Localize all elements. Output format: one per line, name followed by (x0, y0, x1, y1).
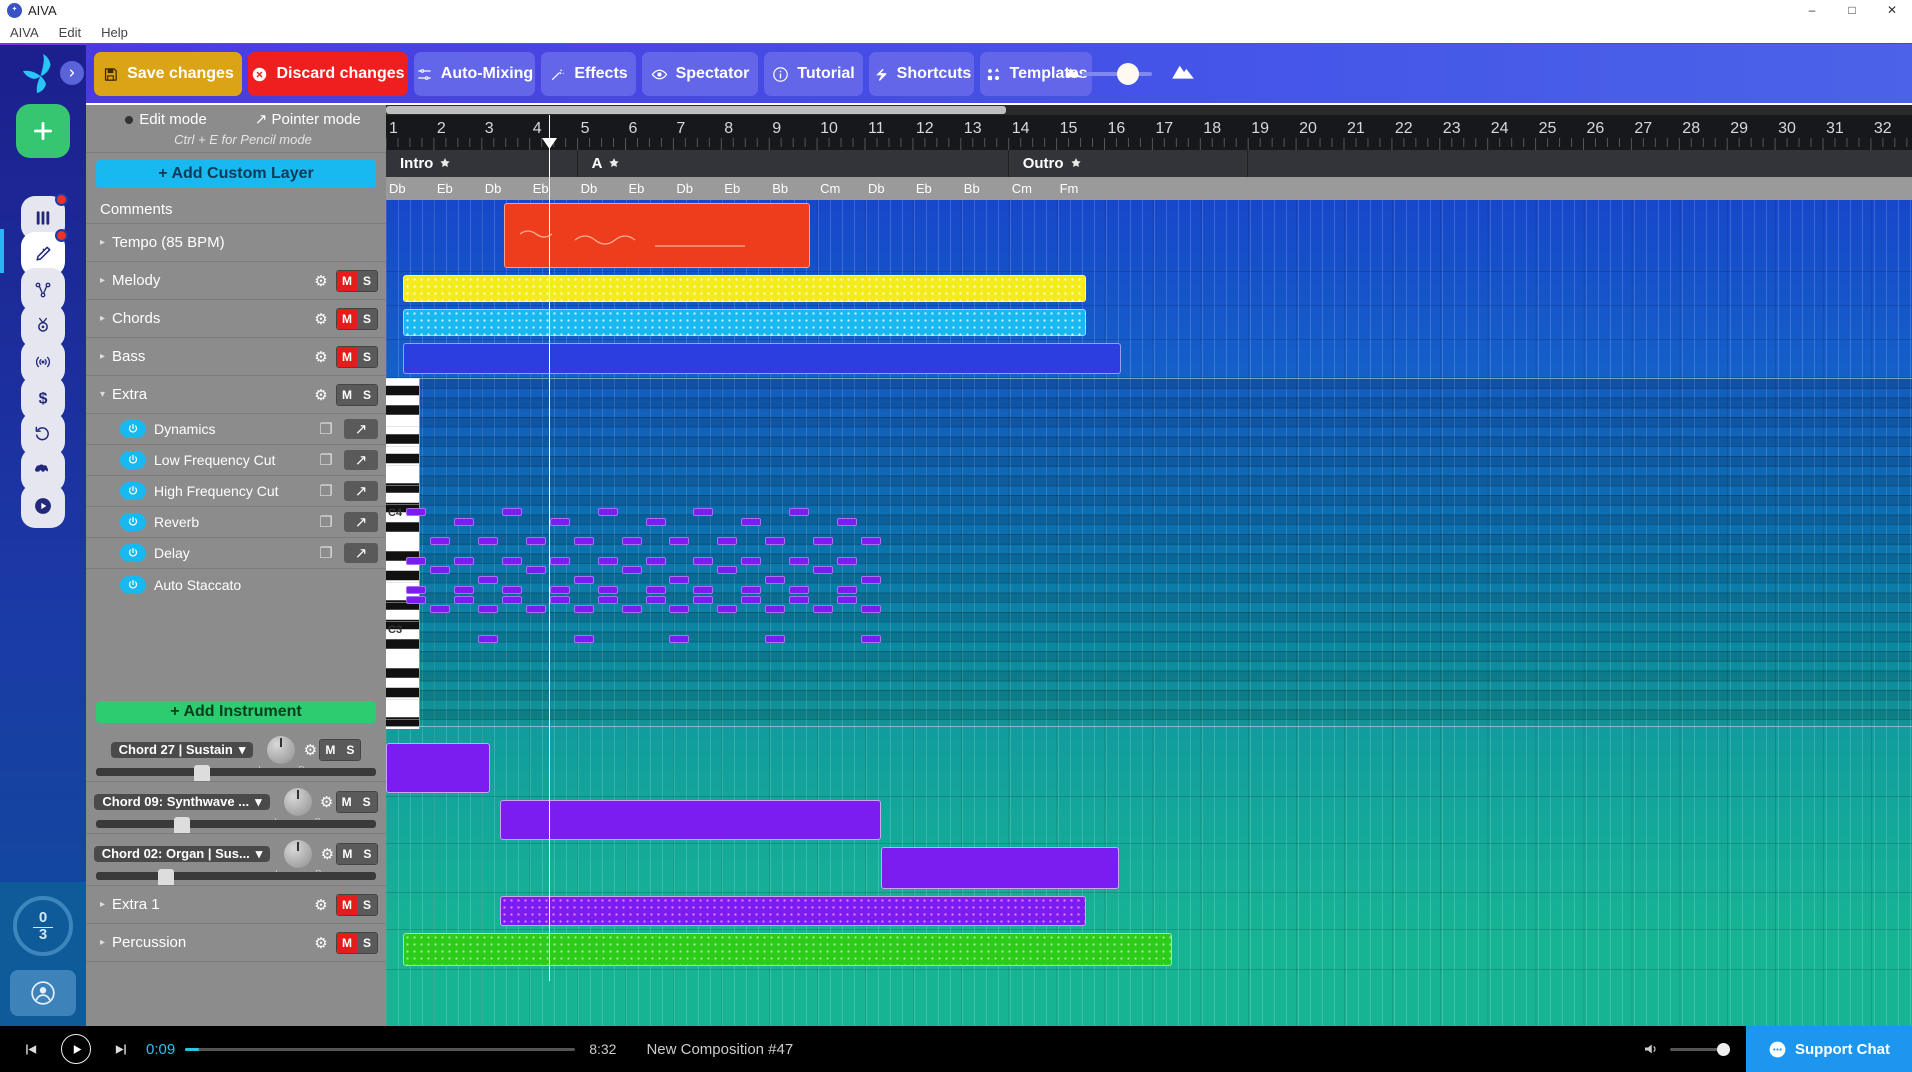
svg-text:$: $ (39, 391, 48, 408)
